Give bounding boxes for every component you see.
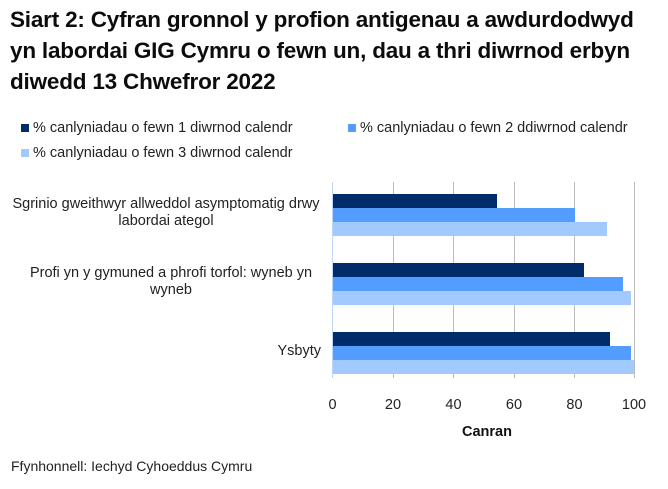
source-note: Ffynhonnell: Iechyd Cyhoeddus Cymru <box>11 458 253 474</box>
bar-3-series-3 <box>333 360 635 374</box>
legend-swatch-3-days <box>21 149 29 157</box>
category-label-community-testing: Profi yn y gymuned a phrofi torfol: wyne… <box>29 265 313 298</box>
x-tick-60: 60 <box>505 397 523 413</box>
bar-1-series-1 <box>333 194 498 208</box>
legend-label-3-days: % canlyniadau o fewn 3 diwrnod calendr <box>33 145 293 161</box>
bar-1-series-3 <box>333 222 607 236</box>
legend-label-2-days: % canlyniadau o fewn 2 ddiwrnod calendr <box>360 120 628 136</box>
x-tick-0: 0 <box>328 397 337 413</box>
legend-item-1-day: % canlyniadau o fewn 1 diwrnod calendr <box>21 120 293 136</box>
x-tick-80: 80 <box>566 397 583 413</box>
legend-swatch-1-day <box>21 124 29 132</box>
bar-2-series-2 <box>333 277 623 291</box>
bar-2-series-3 <box>333 291 632 305</box>
category-label-key-worker-screening: Sgrinio gweithwyr allweddol asymptomatig… <box>12 196 320 229</box>
gridline-100 <box>634 182 635 378</box>
bar-1-series-2 <box>333 208 575 222</box>
bar-3-series-2 <box>333 346 632 360</box>
y-axis-line <box>332 182 333 378</box>
x-tick-100: 100 <box>621 397 647 413</box>
plot-area <box>332 182 635 378</box>
x-tick-40: 40 <box>445 397 462 413</box>
legend-item-2-days: % canlyniadau o fewn 2 ddiwrnod calendr <box>348 120 628 136</box>
bar-2-series-1 <box>333 263 584 277</box>
legend-label-1-day: % canlyniadau o fewn 1 diwrnod calendr <box>33 120 293 136</box>
chart-title: Siart 2: Cyfran gronnol y profion antige… <box>10 7 634 94</box>
x-axis-title: Canran <box>462 424 512 440</box>
bar-3-series-1 <box>333 332 610 346</box>
legend-item-3-days: % canlyniadau o fewn 3 diwrnod calendr <box>21 145 293 161</box>
legend-swatch-2-days <box>348 124 356 132</box>
category-label-hospital: Ysbyty <box>277 343 321 359</box>
x-tick-20: 20 <box>384 397 402 413</box>
